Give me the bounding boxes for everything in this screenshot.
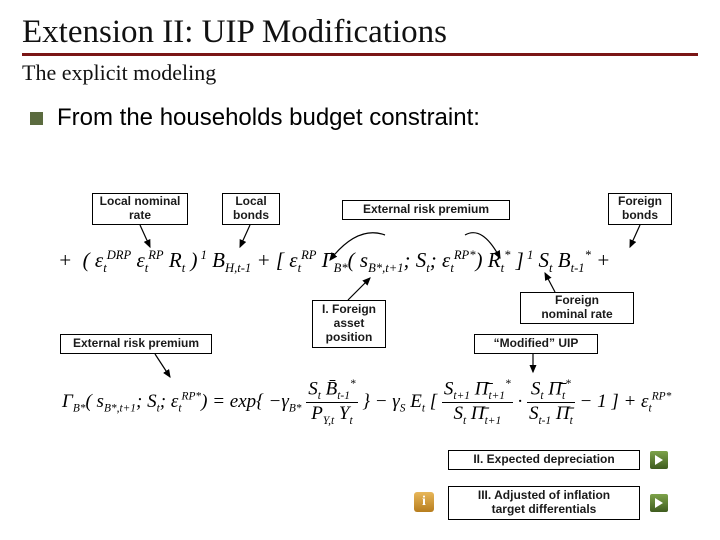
info-icon[interactable]: i <box>414 492 434 512</box>
arrows-layer <box>0 0 720 540</box>
nav-next-icon[interactable] <box>650 451 668 469</box>
slide-root: Extension II: UIP Modifications The expl… <box>0 0 720 540</box>
nav-next-icon[interactable] <box>650 494 668 512</box>
